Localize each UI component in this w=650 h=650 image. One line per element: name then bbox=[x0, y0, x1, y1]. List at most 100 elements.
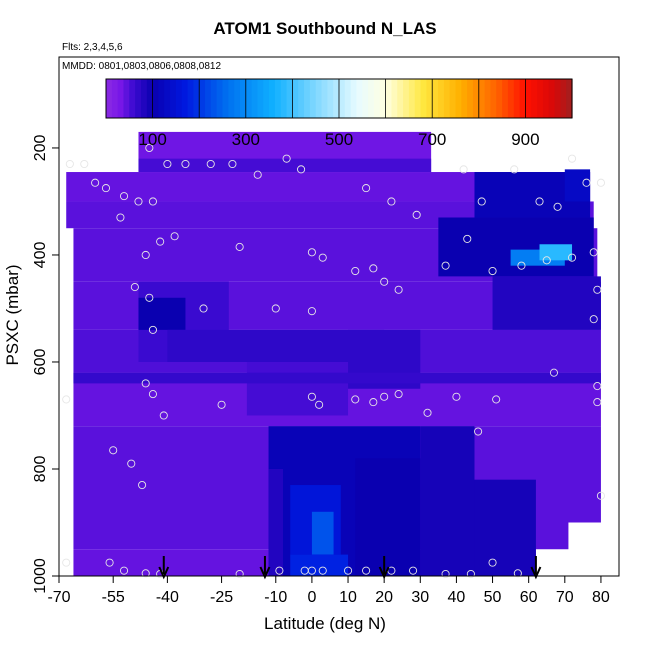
colorbar-swatch bbox=[444, 79, 450, 118]
x-tick-label: 40 bbox=[448, 589, 466, 606]
y-tick-label: 200 bbox=[32, 135, 49, 162]
observation-point bbox=[63, 559, 70, 566]
y-axis: 2004006008001000 bbox=[32, 135, 59, 594]
colorbar-swatch bbox=[485, 79, 491, 118]
colorbar-swatch bbox=[456, 79, 462, 118]
colorbar-swatch bbox=[496, 79, 502, 118]
observation-point bbox=[511, 166, 518, 173]
colorbar-swatch bbox=[490, 79, 496, 118]
colorbar-swatch bbox=[415, 79, 421, 118]
colorbar-swatch bbox=[269, 79, 275, 118]
colorbar-swatch bbox=[292, 79, 298, 118]
colorbar-swatch bbox=[339, 79, 345, 118]
colorbar-swatch bbox=[123, 79, 129, 118]
colorbar-swatch bbox=[368, 79, 374, 118]
heatmap-cell bbox=[138, 298, 185, 330]
x-tick-label: 30 bbox=[411, 589, 429, 606]
colorbar-swatch bbox=[112, 79, 118, 118]
x-tick-label: -40 bbox=[156, 589, 179, 606]
colorbar-swatch bbox=[514, 79, 520, 118]
colorbar-swatch bbox=[409, 79, 415, 118]
x-tick-label: 70 bbox=[556, 589, 574, 606]
colorbar-tick-label: 900 bbox=[511, 130, 539, 149]
colorbar-swatch bbox=[397, 79, 403, 118]
colorbar-swatch bbox=[555, 79, 561, 118]
colorbar-swatch bbox=[450, 79, 456, 118]
colorbar-swatch bbox=[322, 79, 328, 118]
x-tick-label: -55 bbox=[102, 589, 125, 606]
heatmap-cell bbox=[565, 169, 590, 201]
colorbar-swatch bbox=[252, 79, 258, 118]
y-tick-label: 400 bbox=[32, 242, 49, 269]
observation-point bbox=[66, 160, 73, 167]
colorbar-swatch bbox=[362, 79, 368, 118]
x-axis-label: Latitude (deg N) bbox=[0, 614, 650, 634]
colorbar-swatch bbox=[135, 79, 141, 118]
colorbar-swatch bbox=[461, 79, 467, 118]
colorbar-swatch bbox=[223, 79, 229, 118]
colorbar-swatch bbox=[281, 79, 287, 118]
colorbar-tick-label: 700 bbox=[418, 130, 446, 149]
heatmap-cells bbox=[66, 132, 601, 576]
colorbar-swatch bbox=[502, 79, 508, 118]
x-tick-label: 20 bbox=[375, 589, 393, 606]
colorbar-swatch bbox=[543, 79, 549, 118]
colorbar-swatch bbox=[304, 79, 310, 118]
colorbar-swatch bbox=[432, 79, 438, 118]
colorbar-tick-label: 100 bbox=[138, 130, 166, 149]
colorbar-swatch bbox=[298, 79, 304, 118]
colorbar-swatch bbox=[164, 79, 170, 118]
x-tick-label: -70 bbox=[47, 589, 70, 606]
colorbar-swatch bbox=[560, 79, 566, 118]
y-tick-label: 1000 bbox=[32, 558, 49, 594]
y-tick-label: 600 bbox=[32, 349, 49, 376]
colorbar-swatch bbox=[275, 79, 281, 118]
x-tick-label: 60 bbox=[520, 589, 538, 606]
heatmap-cell bbox=[355, 458, 420, 576]
observation-point bbox=[63, 396, 70, 403]
heatmap-cell bbox=[247, 362, 348, 416]
colorbar-swatch bbox=[153, 79, 159, 118]
colorbar-swatch bbox=[199, 79, 205, 118]
colorbar-swatch bbox=[118, 79, 124, 118]
x-axis: -70 -55 -40 -25 -10 0 10 20 30 40 50 60 70 80 bbox=[47, 576, 609, 606]
colorbar-swatch bbox=[310, 79, 316, 118]
colorbar-swatch bbox=[438, 79, 444, 118]
x-tick-label: 10 bbox=[339, 589, 357, 606]
colorbar-swatch bbox=[479, 79, 485, 118]
colorbar-swatch bbox=[141, 79, 147, 118]
colorbar-swatch bbox=[217, 79, 223, 118]
x-tick-label: 80 bbox=[592, 589, 610, 606]
colorbar-swatch bbox=[403, 79, 409, 118]
colorbar-swatch bbox=[188, 79, 194, 118]
colorbar-swatch bbox=[176, 79, 182, 118]
heatmap-cell bbox=[312, 512, 334, 555]
x-tick-label: 0 bbox=[307, 589, 316, 606]
observation-point bbox=[597, 179, 604, 186]
colorbar-swatch bbox=[234, 79, 240, 118]
x-tick-label: -10 bbox=[264, 589, 287, 606]
colorbar-swatch bbox=[351, 79, 357, 118]
y-axis-label: PSXC (mbar) bbox=[3, 260, 23, 370]
heatmap-cell bbox=[420, 426, 474, 576]
colorbar-swatch bbox=[158, 79, 164, 118]
heatmap-cell bbox=[474, 480, 535, 576]
colorbar-swatch bbox=[345, 79, 351, 118]
colorbar-tick-label: 500 bbox=[325, 130, 353, 149]
heatmap-cell bbox=[493, 276, 601, 330]
colorbar-swatch bbox=[182, 79, 188, 118]
colorbar-swatch bbox=[170, 79, 176, 118]
colorbar-swatch bbox=[228, 79, 234, 118]
colorbar-swatch bbox=[129, 79, 135, 118]
colorbar-swatch bbox=[537, 79, 543, 118]
heatmap-cell bbox=[73, 373, 600, 384]
colorbar-swatch bbox=[263, 79, 269, 118]
x-tick-label: 50 bbox=[484, 589, 502, 606]
colorbar-swatch bbox=[356, 79, 362, 118]
colorbar-swatch bbox=[421, 79, 427, 118]
colorbar-swatch bbox=[391, 79, 397, 118]
colorbar-swatch bbox=[106, 79, 112, 118]
colorbar-swatch bbox=[508, 79, 514, 118]
colorbar-swatch bbox=[327, 79, 333, 118]
